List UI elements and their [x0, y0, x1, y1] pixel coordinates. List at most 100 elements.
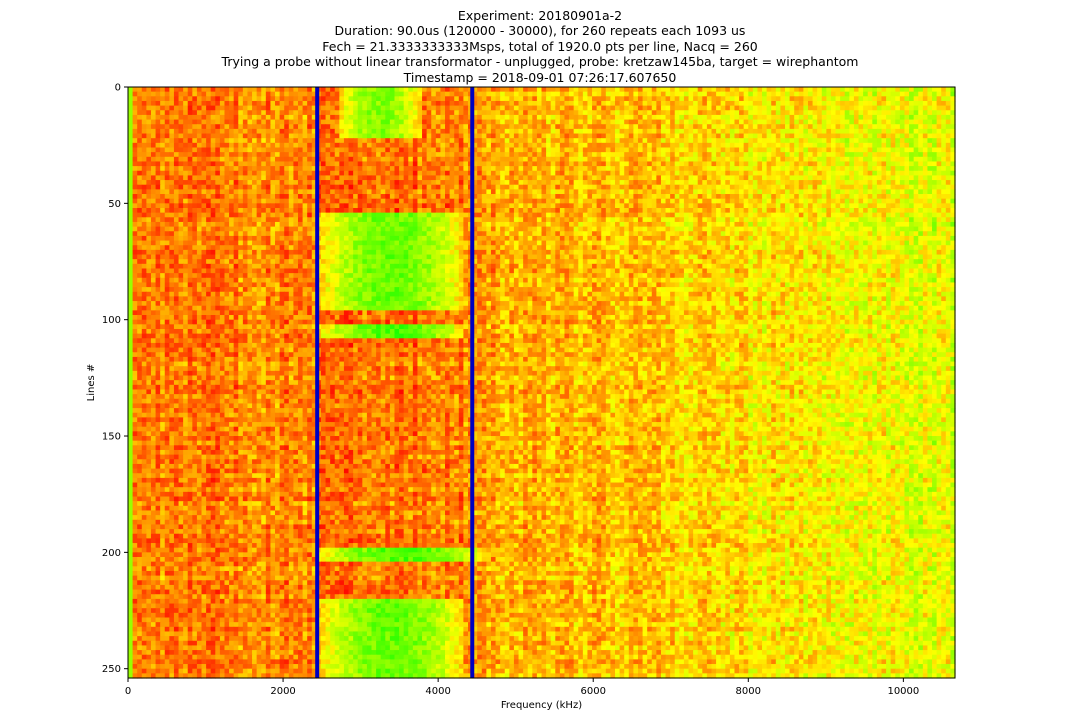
heatmap-cell — [615, 194, 621, 200]
heatmap-cell — [477, 87, 483, 93]
heatmap-cell — [904, 203, 910, 209]
heatmap-cell — [743, 100, 749, 107]
heatmap-cell — [380, 156, 386, 163]
heatmap-cell — [817, 138, 823, 144]
heatmap-cell — [610, 100, 616, 107]
heatmap-cell — [477, 110, 483, 116]
heatmap-cell — [183, 110, 189, 116]
heatmap-cell — [936, 133, 942, 139]
heatmap-cell — [509, 114, 515, 121]
heatmap-cell — [173, 133, 180, 139]
heatmap-cell — [821, 100, 827, 107]
heatmap-cell — [564, 110, 570, 116]
heatmap-cell — [771, 180, 777, 186]
heatmap-cell — [164, 203, 170, 209]
heatmap-cell — [729, 212, 736, 218]
heatmap-cell — [913, 156, 919, 163]
heatmap-cell — [408, 142, 414, 149]
heatmap-cell — [422, 212, 428, 218]
heatmap-cell — [284, 194, 290, 200]
heatmap-cell — [178, 114, 184, 121]
heatmap-cell — [922, 124, 929, 130]
heatmap-cell — [288, 147, 294, 153]
heatmap-cell — [288, 133, 294, 139]
heatmap-cell — [366, 175, 373, 181]
heatmap-cell — [734, 110, 740, 116]
heatmap-cell — [725, 119, 731, 125]
heatmap-cell — [288, 91, 294, 97]
heatmap-cell — [399, 203, 405, 209]
heatmap-cell — [601, 142, 607, 149]
heatmap-cell — [371, 142, 377, 149]
heatmap-cell — [297, 180, 304, 186]
heatmap-cell — [536, 207, 543, 214]
heatmap-cell — [431, 128, 437, 135]
heatmap-cell — [385, 91, 391, 97]
heatmap-cell — [716, 161, 722, 167]
heatmap-cell — [233, 207, 239, 214]
heatmap-cell — [605, 133, 612, 139]
heatmap-cell — [716, 170, 722, 177]
heatmap-cell — [706, 128, 713, 135]
heatmap-cell — [192, 212, 198, 218]
heatmap-cell — [587, 138, 593, 144]
heatmap-cell — [343, 212, 350, 218]
heatmap-cell — [219, 100, 226, 107]
heatmap-cell — [886, 147, 892, 153]
heatmap-cell — [504, 96, 510, 102]
heatmap-cell — [762, 114, 768, 121]
heatmap-cell — [863, 180, 869, 186]
heatmap-cell — [376, 161, 382, 167]
heatmap-cell — [858, 194, 864, 200]
heatmap-cell — [876, 207, 883, 214]
heatmap-cell — [803, 133, 809, 139]
heatmap-cell — [807, 180, 814, 186]
heatmap-cell — [302, 119, 308, 125]
heatmap-cell — [573, 110, 579, 116]
heatmap-cell — [380, 133, 386, 139]
heatmap-cell — [812, 114, 818, 121]
heatmap-cell — [863, 119, 869, 125]
heatmap-cell — [513, 170, 520, 177]
heatmap-cell — [670, 156, 676, 163]
heatmap-cell — [403, 175, 409, 181]
heatmap-cell — [886, 142, 892, 149]
heatmap-cell — [573, 114, 579, 121]
heatmap-cell — [550, 119, 556, 125]
heatmap-cell — [242, 147, 249, 153]
heatmap-cell — [794, 207, 800, 214]
heatmap-cell — [293, 207, 299, 214]
heatmap-cell — [440, 156, 446, 163]
heatmap-cell — [490, 161, 497, 167]
heatmap-cell — [945, 128, 951, 135]
heatmap-cell — [610, 96, 616, 102]
heatmap-cell — [573, 198, 579, 204]
heatmap-cell — [128, 96, 134, 102]
heatmap-cell — [486, 119, 492, 125]
heatmap-cell — [642, 105, 648, 111]
heatmap-cell — [849, 207, 855, 214]
heatmap-cell — [178, 180, 184, 186]
heatmap-cell — [357, 128, 363, 135]
heatmap-cell — [486, 91, 492, 97]
heatmap-cell — [807, 142, 814, 149]
heatmap-cell — [674, 207, 680, 214]
heatmap-cell — [307, 105, 313, 111]
heatmap-cell — [215, 87, 221, 93]
heatmap-cell — [619, 180, 625, 186]
heatmap-cell — [651, 184, 657, 190]
heatmap-cell — [624, 184, 630, 190]
heatmap-cell — [495, 96, 501, 102]
heatmap-cell — [573, 119, 579, 125]
heatmap-cell — [706, 203, 713, 209]
heatmap-cell — [412, 110, 419, 116]
heatmap-cell — [578, 147, 584, 153]
heatmap-cell — [826, 138, 832, 144]
heatmap-cell — [215, 100, 221, 107]
heatmap-cell — [146, 212, 152, 218]
heatmap-cell — [679, 110, 685, 116]
heatmap-cell — [734, 161, 740, 167]
heatmap-cell — [160, 133, 166, 139]
heatmap-cell — [275, 110, 281, 116]
heatmap-cell — [573, 161, 579, 167]
